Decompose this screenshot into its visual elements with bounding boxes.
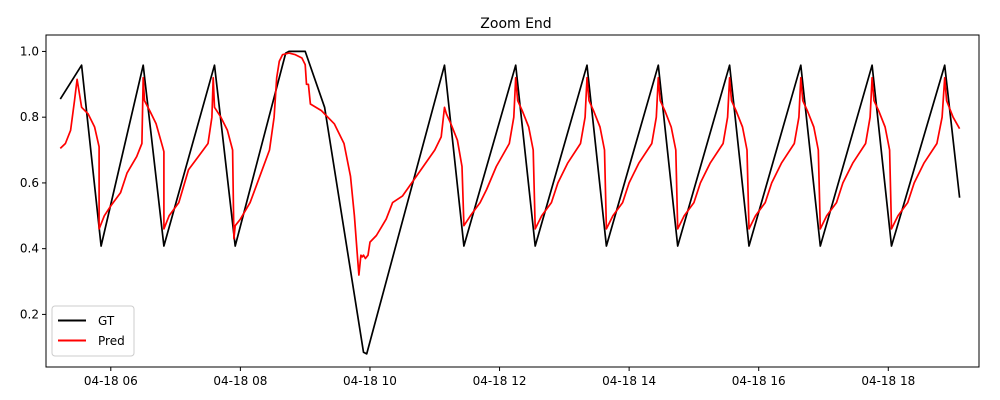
- x-tick-label: 04-18 12: [473, 374, 527, 388]
- y-tick-label: 0.8: [20, 110, 39, 124]
- x-tick-label: 04-18 18: [861, 374, 915, 388]
- series-layer: [59, 50, 961, 355]
- y-tick-label: 0.6: [20, 176, 39, 190]
- x-tick-label: 04-18 08: [213, 374, 267, 388]
- x-tick-label: 04-18 16: [732, 374, 786, 388]
- plot-area: [46, 35, 979, 367]
- legend: GT Pred: [51, 305, 135, 357]
- x-axis: 04-18 06 04-18 08 04-18 10 04-18 12 04-18 14…: [84, 367, 915, 388]
- x-tick-label: 04-18 14: [602, 374, 656, 388]
- y-tick-label: 1.0: [20, 44, 39, 58]
- x-tick-label: 04-18 10: [343, 374, 397, 388]
- y-tick-label: 0.2: [20, 307, 39, 321]
- x-tick-label: 04-18 06: [84, 374, 138, 388]
- legend-label-gt: GT: [98, 314, 115, 328]
- y-tick-label: 0.4: [20, 242, 39, 256]
- legend-label-pred: Pred: [98, 334, 125, 348]
- chart-title: Zoom End: [480, 16, 551, 32]
- series-line-gt: [59, 50, 961, 355]
- legend-frame: [51, 305, 135, 357]
- y-axis: 0.2 0.4 0.6 0.8 1.0: [20, 44, 46, 321]
- series-line-pred: [59, 52, 961, 276]
- plot-frame: [45, 34, 980, 368]
